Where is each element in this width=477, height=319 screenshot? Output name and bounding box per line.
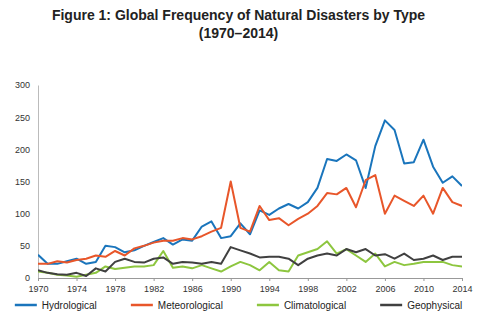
x-tick-label: 1970	[28, 284, 48, 294]
x-tick-label: 2006	[375, 284, 395, 294]
legend-item: Geophysical	[380, 300, 462, 311]
legend-label: Climatological	[284, 300, 346, 311]
x-tick: 2002	[337, 278, 357, 294]
chart: Figure 1: Global Frequency of Natural Di…	[0, 0, 477, 319]
legend-swatch	[15, 304, 37, 307]
title: Figure 1: Global Frequency of Natural Di…	[52, 7, 425, 23]
legend-label: Hydrological	[42, 300, 97, 311]
series-lines	[38, 120, 462, 276]
y-tick-label: 200	[15, 145, 30, 155]
x-tick: 1994	[260, 278, 280, 294]
legend-label: Geophysical	[407, 300, 462, 311]
legend-swatch	[131, 304, 153, 307]
x-tick-mark	[38, 278, 39, 281]
x-tick-label: 1990	[221, 284, 241, 294]
x-tick-mark	[115, 278, 116, 281]
x-axis-line	[39, 279, 463, 282]
x-tick-mark	[269, 278, 270, 281]
x-tick: 1974	[67, 278, 87, 294]
y-tick-label: 0	[25, 273, 30, 283]
y-tick: 150	[15, 177, 38, 187]
legend-item: Climatological	[257, 300, 346, 311]
x-tick: 2010	[414, 278, 434, 294]
y-tick: 50	[20, 241, 38, 251]
legend: Hydrological Meteorological Climatological…	[15, 300, 462, 311]
x-tick-label: 2010	[414, 284, 434, 294]
x-tick: 1986	[183, 278, 203, 294]
x-tick-label: 1994	[260, 284, 280, 294]
legend-swatch	[257, 304, 279, 307]
x-tick-mark	[423, 278, 424, 281]
x-tick-mark	[462, 278, 463, 281]
legend-item: Meteorological	[131, 300, 223, 311]
x-tick: 1970	[28, 278, 48, 294]
y-tick: 200	[15, 145, 38, 155]
y-tick-label: 100	[15, 209, 30, 219]
y-axis: 0 50 100 150 200 250 300	[15, 80, 39, 283]
x-tick: 1982	[144, 278, 164, 294]
x-tick-mark	[192, 278, 193, 281]
x-tick-label: 1982	[144, 284, 164, 294]
series-line	[38, 175, 462, 264]
x-tick-mark	[231, 278, 232, 281]
x-tick-mark	[154, 278, 155, 281]
x-tick-label: 2014	[452, 284, 472, 294]
x-tick-label: 1986	[183, 284, 203, 294]
y-tick-label: 50	[20, 241, 30, 251]
x-tick-mark	[77, 278, 78, 281]
x-tick: 1998	[298, 278, 318, 294]
legend-swatch	[380, 304, 402, 307]
subtitle: (1970–2014)	[199, 25, 278, 41]
x-tick-label: 2002	[337, 284, 357, 294]
x-tick-label: 1974	[67, 284, 87, 294]
y-tick-label: 150	[15, 177, 30, 187]
y-tick-label: 300	[15, 80, 30, 90]
y-tick: 250	[15, 113, 38, 123]
x-tick: 1990	[221, 278, 241, 294]
x-tick-label: 1998	[298, 284, 318, 294]
y-tick: 100	[15, 209, 38, 219]
x-tick-mark	[346, 278, 347, 281]
x-axis: 1970 1974 1978 1982 1986 1990 1994 1998 2002 2006…	[28, 278, 472, 294]
x-tick: 2006	[375, 278, 395, 294]
series-line	[38, 241, 462, 276]
x-tick-mark	[308, 278, 309, 281]
series-line	[38, 120, 462, 263]
y-tick-label: 250	[15, 113, 30, 123]
x-tick: 1978	[106, 278, 126, 294]
x-tick-label: 1978	[106, 284, 126, 294]
x-tick-mark	[385, 278, 386, 281]
legend-label: Meteorological	[158, 300, 223, 311]
y-tick: 0	[25, 273, 38, 283]
y-axis-line	[38, 86, 39, 279]
series-line	[38, 247, 462, 276]
y-tick: 300	[15, 80, 38, 90]
x-tick: 2014	[452, 278, 472, 294]
legend-item: Hydrological	[15, 300, 97, 311]
plot-area: 0501001502002503001970197419781982198619…	[15, 80, 473, 294]
